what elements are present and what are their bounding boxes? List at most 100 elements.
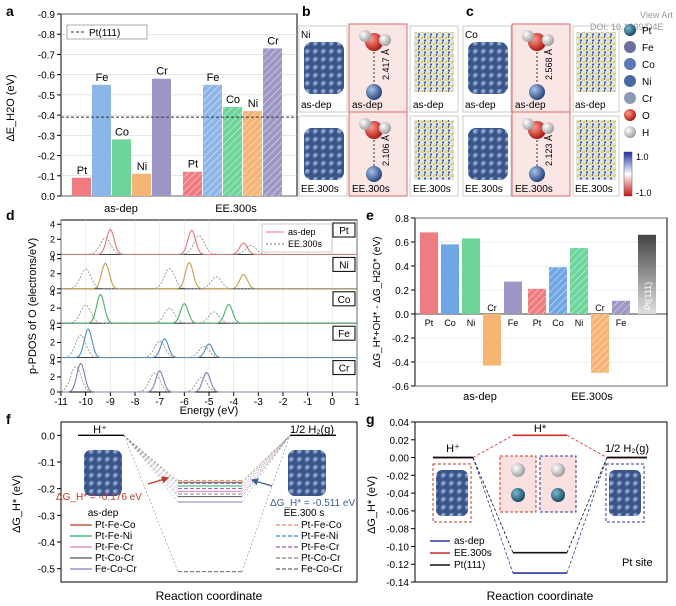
panel-a-bar-label: Fe [96,72,109,84]
panel-d-site-box [332,360,356,376]
panel-g-ytick-label: 0.02 [390,436,410,447]
panel-e-ref-bar [638,234,656,314]
panel-e-bar-label: Cr [595,303,605,313]
panel-e-bar-hatch [570,248,588,314]
panel-d-site-box [332,325,356,341]
panel-f-connector [123,435,179,489]
panel-f-asdep-value: ΔG_H* = -0.176 eV [56,492,142,503]
panel-b-element: Ni [301,30,310,41]
metal-atom [366,84,382,100]
panel-label-d: d [6,207,15,223]
panel-d-ylabel: p-PDOS of O (electrons/eV) [27,238,39,374]
panel-d-xtick-label: -7 [155,397,164,408]
metal-atom [366,166,382,182]
hydrogen-atom [542,34,554,46]
panel-d-xtick-label: -1 [303,397,312,408]
panel-g-ytick-label: -0.10 [386,542,409,553]
panel-f-xlabel: Reaction coordinate [156,589,263,603]
panel-c-structures: Co as-dep 2.568 Å as-dep as-dep EE.300s … [462,23,620,197]
panel-d-ytick-label: 0 [50,249,55,259]
panel-a-bar [132,173,151,196]
panel-f-legend-right-label: Pt-Fe-Co [301,520,342,531]
legend-atom-label: H [642,128,649,139]
panel-f-connector [123,435,179,497]
panel-f-connector [123,435,179,495]
panel-b-cd-label-1: as-dep [413,100,444,111]
panel-e-ref-label: Pt(111) [643,282,653,310]
panel-c-slab-2 [468,128,508,180]
panel-f-connector [241,435,291,497]
panel-e-ylabel: ΔG_H*+OH* - ΔG_H2O* (eV) [372,237,383,368]
panel-f-ytick-label: -0.2 [38,485,56,496]
panel-g-ytick-label: -0.06 [386,507,409,518]
panel-label-a: a [6,3,14,19]
panel-a-group-ee: EE.300s [215,203,257,215]
hydrogen-atom [511,463,525,477]
panel-a-ytick-label: -0.9 [38,10,56,21]
panel-e-bar [483,314,501,366]
panel-d-curve-ee [61,235,357,255]
panel-d-chart: p-PDOS of O (electrons/eV) Energy (eV) -… [27,219,360,417]
panel-label-f: f [6,411,11,427]
panel-a-bar-label: Cr [156,66,168,78]
panel-d-ytick-label: 0 [50,284,55,294]
panel-a-ytick-label: -0.1 [38,172,56,183]
panel-f-connector [241,435,291,572]
panel-e-bar-hatch [549,267,567,314]
panel-d-ytick-label: 4 [50,357,55,367]
panel-d-xtick-label: 0 [330,397,336,408]
panel-a-ytick-label: 0.0 [41,192,55,203]
panel-f-ylabel: ΔG_H* (eV) [11,475,23,533]
panel-g-ytick-label: 0.04 [390,418,410,429]
panel-g-slab-left [436,470,468,516]
panel-a-ytick-label: -0.3 [38,131,56,142]
panel-b-cd-label-2: EE.300s [413,184,451,195]
panel-a-bar-hatch [263,48,282,196]
panel-g-ytick-label: -0.14 [386,578,409,589]
hydrogen-atom [522,30,534,42]
panel-a-ytick-label: -0.2 [38,152,56,163]
panel-b-zoom-label-1: as-dep [352,100,383,111]
panel-b-slab-label-1: as-dep [301,100,332,111]
panel-d-ytick-label: 4 [50,288,55,298]
panel-e-ytick-label: 0.0 [395,310,409,321]
panel-a-legend-label: Pt(111) [89,28,120,39]
atom-legend: Pt Fe Co Ni Cr OH [624,24,655,139]
panel-f-legend-left-label: Pt-Fe-Ni [95,531,132,542]
panel-f-connector [241,435,291,484]
panel-c-zoom-label-2: EE.300s [515,184,553,195]
legend-atom-pt-icon [624,24,636,36]
panel-d-ytick-label: 0 [50,387,55,397]
panel-b-charge-density-1 [414,32,454,92]
panel-g-legend-label: Pt(111) [454,560,485,571]
panel-f-state-left: H⁺ [93,424,107,436]
legend-atom-label: Cr [642,94,653,105]
panel-d-curve-ee [61,268,357,290]
panel-f-legend-left-label: Pt-Fe-Co [95,520,136,531]
panel-g-chart: ΔG_H* (eV) Reaction coordinate 0.04 0.02 0… [366,418,668,603]
panel-c-zoom-label-1: as-dep [515,100,546,111]
panel-f-arrow-ee [250,478,273,487]
legend-atom-h-icon [624,126,636,138]
panel-e-bar-label: Pt [425,318,434,328]
panel-a-ytick-label: -0.5 [38,91,56,102]
panel-c-cd-label-1: as-dep [575,100,606,111]
panel-f-legend-right-label: Pt-Co-Cr [301,553,341,564]
panel-c-slab-label-1: as-dep [465,100,496,111]
panel-d-xtick-label: -9 [106,397,115,408]
panel-d-site-label: Pt [339,226,349,237]
panel-f-connector [241,435,291,495]
panel-d-ytick-label: 2 [50,338,55,348]
panel-e-bar [420,232,438,314]
panel-e-bar-label: Cr [487,303,497,313]
panel-label-g: g [366,411,375,427]
panel-d-xlabel: Energy (eV) [180,405,239,417]
charge-colorbar [623,151,633,197]
panel-f-slab-ee [288,450,326,496]
panel-c-slab-label-2: EE.300s [465,184,503,195]
panel-a-bar-hatch [203,84,222,196]
colorbar-min: -1.0 [636,188,652,198]
panel-e-bar-label: Co [552,318,564,328]
panel-g-ytick-label: -0.12 [386,560,409,571]
